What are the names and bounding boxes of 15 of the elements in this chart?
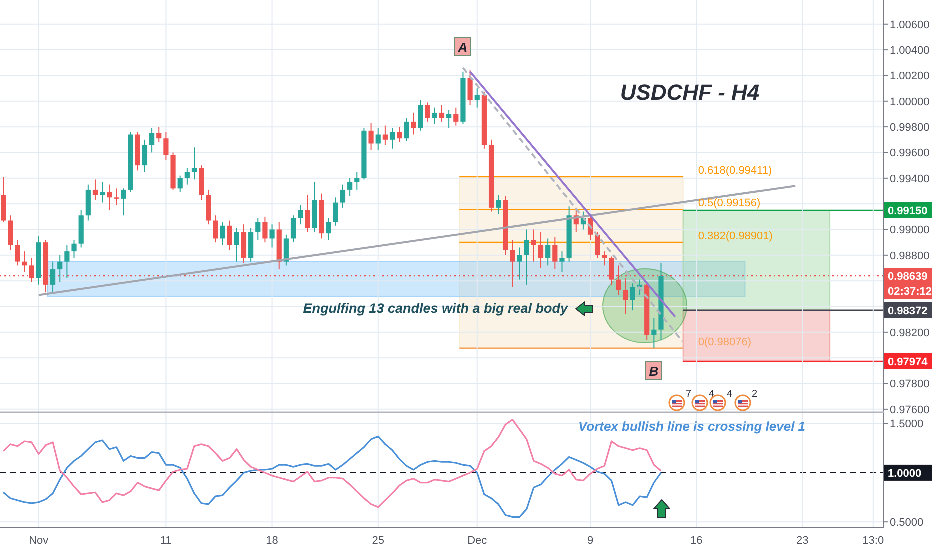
candlestick: [50, 261, 56, 294]
candlestick: [142, 139, 148, 172]
candlestick: [156, 126, 162, 143]
candlestick: [100, 182, 106, 204]
candlestick: [114, 188, 120, 206]
candlestick: [107, 184, 112, 211]
x-tick-label: Nov: [29, 534, 50, 547]
candlestick: [58, 254, 63, 283]
candlestick: [15, 240, 20, 266]
candlestick: [64, 244, 70, 280]
candlestick: [121, 188, 126, 216]
candlestick: [22, 251, 28, 273]
candlestick: [92, 179, 98, 201]
candlestick: [150, 128, 155, 154]
candlestick: [72, 240, 77, 258]
